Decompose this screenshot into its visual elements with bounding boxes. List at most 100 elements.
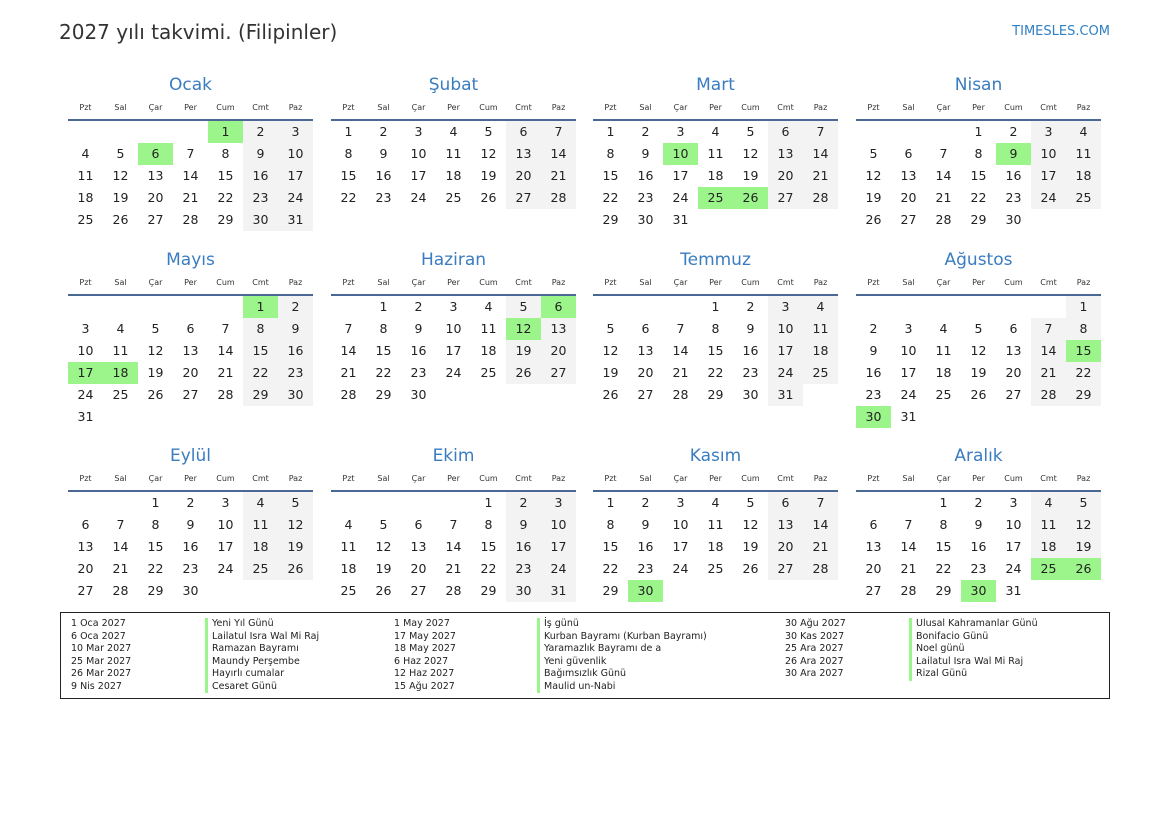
site-link[interactable]: TIMESLES.COM: [1012, 24, 1110, 39]
day-cell[interactable]: 15: [340, 168, 357, 183]
day-cell[interactable]: 19: [1066, 536, 1101, 558]
day-cell[interactable]: 3: [449, 299, 458, 314]
day-cell[interactable]: 28: [112, 583, 129, 598]
day-cell[interactable]: 11: [935, 343, 952, 358]
day-cell[interactable]: 9: [869, 343, 878, 358]
day-cell[interactable]: 3: [1031, 121, 1066, 143]
day-cell[interactable]: 15: [243, 340, 278, 362]
day-cell[interactable]: 23: [506, 558, 541, 580]
day-cell[interactable]: 31: [278, 209, 313, 231]
day-cell[interactable]: 1: [379, 299, 388, 314]
day-cell[interactable]: 15: [147, 539, 164, 554]
day-cell[interactable]: 26: [112, 212, 129, 227]
day-cell[interactable]: 6: [768, 492, 803, 514]
day-cell[interactable]: 16: [1005, 168, 1022, 183]
day-cell[interactable]: 22: [707, 365, 724, 380]
day-cell[interactable]: 16: [970, 539, 987, 554]
day-cell[interactable]: 4: [449, 124, 458, 139]
day-cell[interactable]: 12: [742, 146, 759, 161]
day-cell[interactable]: 14: [935, 168, 952, 183]
day-cell[interactable]: 17: [410, 168, 427, 183]
day-cell[interactable]: 20: [637, 365, 654, 380]
day-cell[interactable]: 16: [506, 536, 541, 558]
day-cell[interactable]: 3: [221, 495, 230, 510]
day-cell[interactable]: 30: [243, 209, 278, 231]
day-cell[interactable]: 18: [77, 190, 94, 205]
day-cell[interactable]: 19: [147, 365, 164, 380]
day-cell[interactable]: 21: [340, 365, 357, 380]
day-cell[interactable]: 28: [182, 212, 199, 227]
day-cell[interactable]: 27: [147, 212, 164, 227]
day-cell[interactable]: 31: [541, 580, 576, 602]
day-cell[interactable]: 5: [278, 492, 313, 514]
day-cell[interactable]: 19: [506, 340, 541, 362]
day-cell[interactable]: 28: [803, 187, 838, 209]
day-cell[interactable]: 14: [541, 143, 576, 165]
day-cell[interactable]: 18: [1066, 165, 1101, 187]
day-cell[interactable]: 11: [707, 517, 724, 532]
day-cell[interactable]: 1: [711, 299, 720, 314]
day-cell[interactable]: 13: [865, 539, 882, 554]
day-cell[interactable]: 2: [974, 495, 983, 510]
day-cell[interactable]: 6: [869, 517, 878, 532]
day-cell[interactable]: 10: [410, 146, 427, 161]
day-cell[interactable]: 17: [672, 539, 689, 554]
day-cell[interactable]: 7: [344, 321, 353, 336]
day-cell[interactable]: 23: [1005, 190, 1022, 205]
day-cell[interactable]: 2: [243, 121, 278, 143]
day-cell[interactable]: 10: [663, 143, 698, 165]
day-cell[interactable]: 22: [935, 561, 952, 576]
day-cell[interactable]: 26: [147, 387, 164, 402]
day-cell[interactable]: 5: [606, 321, 615, 336]
day-cell[interactable]: 1: [606, 124, 615, 139]
day-cell[interactable]: 12: [147, 343, 164, 358]
day-cell[interactable]: 17: [1031, 165, 1066, 187]
day-cell[interactable]: 29: [935, 583, 952, 598]
day-cell[interactable]: 21: [541, 165, 576, 187]
day-cell[interactable]: 10: [217, 517, 234, 532]
day-cell[interactable]: 6: [1009, 321, 1018, 336]
day-cell[interactable]: 14: [340, 343, 357, 358]
day-cell[interactable]: 2: [414, 299, 423, 314]
day-cell[interactable]: 2: [746, 299, 755, 314]
day-cell[interactable]: 8: [344, 146, 353, 161]
day-cell[interactable]: 4: [711, 124, 720, 139]
day-cell[interactable]: 9: [243, 143, 278, 165]
day-cell[interactable]: 9: [641, 146, 650, 161]
day-cell[interactable]: 2: [186, 495, 195, 510]
day-cell[interactable]: 15: [602, 539, 619, 554]
day-cell[interactable]: 23: [278, 362, 313, 384]
day-cell[interactable]: 7: [221, 321, 230, 336]
day-cell[interactable]: 11: [1031, 514, 1066, 536]
day-cell[interactable]: 14: [1031, 340, 1066, 362]
day-cell[interactable]: 13: [147, 168, 164, 183]
day-cell[interactable]: 30: [1005, 212, 1022, 227]
day-cell[interactable]: 24: [768, 362, 803, 384]
day-cell[interactable]: 27: [541, 362, 576, 384]
day-cell[interactable]: 28: [340, 387, 357, 402]
day-cell[interactable]: 28: [803, 558, 838, 580]
day-cell[interactable]: 25: [445, 190, 462, 205]
day-cell[interactable]: 4: [1066, 121, 1101, 143]
day-cell[interactable]: 19: [865, 190, 882, 205]
day-cell[interactable]: 15: [375, 343, 392, 358]
day-cell[interactable]: 22: [375, 365, 392, 380]
day-cell[interactable]: 18: [707, 168, 724, 183]
day-cell[interactable]: 4: [243, 492, 278, 514]
day-cell[interactable]: 31: [900, 409, 917, 424]
day-cell[interactable]: 11: [707, 146, 724, 161]
day-cell[interactable]: 12: [970, 343, 987, 358]
day-cell[interactable]: 19: [602, 365, 619, 380]
day-cell[interactable]: 23: [410, 365, 427, 380]
day-cell[interactable]: 14: [803, 514, 838, 536]
day-cell[interactable]: 4: [803, 296, 838, 318]
day-cell[interactable]: 10: [1005, 517, 1022, 532]
day-cell[interactable]: 2: [278, 296, 313, 318]
day-cell[interactable]: 26: [733, 187, 768, 209]
day-cell[interactable]: 12: [480, 146, 497, 161]
day-cell[interactable]: 28: [672, 387, 689, 402]
day-cell[interactable]: 15: [480, 539, 497, 554]
day-cell[interactable]: 17: [900, 365, 917, 380]
day-cell[interactable]: 21: [803, 536, 838, 558]
day-cell[interactable]: 10: [768, 318, 803, 340]
